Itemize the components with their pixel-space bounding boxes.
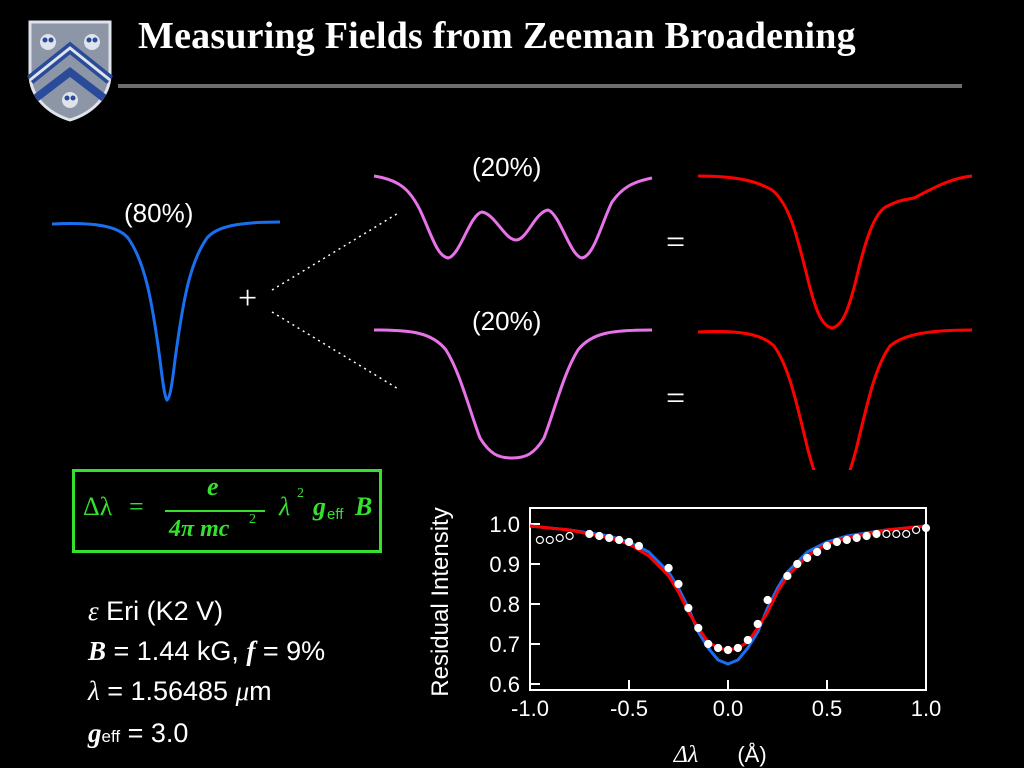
result-profile-bottom-curve — [697, 328, 973, 470]
param-g-value: = 3.0 — [120, 718, 189, 748]
split-top-label: (20%) — [472, 152, 542, 182]
y-tick-label: 0.9 — [489, 552, 520, 577]
main-component-label: (80%) — [124, 198, 194, 228]
data-point — [555, 533, 564, 543]
connector-line-bottom — [271, 311, 401, 391]
formula-lambda-exponent: 2 — [297, 486, 304, 501]
data-point — [813, 547, 822, 557]
param-wavelength: λ = 1.56485 μm — [88, 676, 272, 707]
x-tick-label: 1.0 — [911, 696, 942, 721]
formula-lambda: λ — [279, 492, 291, 521]
data-point — [803, 553, 812, 563]
param-g-symbol: g — [88, 718, 102, 748]
data-point — [674, 579, 683, 589]
profile-diagram — [51, 174, 973, 470]
data-point — [822, 541, 832, 551]
param-B-symbol: B — [88, 636, 107, 666]
data-point — [902, 529, 911, 539]
x-tick-label: 0.0 — [713, 696, 744, 721]
data-point — [624, 537, 634, 547]
data-point — [535, 535, 545, 545]
y-tick-label: 0.6 — [489, 672, 520, 697]
data-point — [565, 531, 574, 541]
data-point — [842, 535, 851, 545]
data-point — [595, 531, 604, 541]
data-point — [832, 537, 841, 547]
x-tick-label: -0.5 — [610, 696, 648, 721]
param-lambda-value: = 1.56485 — [99, 676, 236, 706]
split-bottom-label: (20%) — [472, 306, 542, 336]
data-point — [714, 643, 723, 653]
param-f-value: = 9% — [255, 636, 326, 666]
title-underline — [118, 84, 962, 88]
formula-denominator-exponent: 2 — [249, 512, 256, 527]
university-shield-logo — [26, 20, 114, 122]
data-point — [912, 525, 921, 535]
data-point — [723, 645, 733, 655]
plus-sign: + — [238, 280, 258, 317]
param-star-text: Eri (K2 V) — [98, 596, 224, 626]
data-point — [634, 541, 643, 551]
series-line-0 — [529, 524, 927, 666]
slide-title: Measuring Fields from Zeeman Broadening — [138, 15, 856, 57]
data-point — [684, 603, 693, 613]
data-point — [753, 619, 762, 629]
param-lambda-symbol: λ — [88, 676, 100, 706]
data-point — [852, 533, 861, 543]
data-point — [545, 535, 554, 545]
data-point — [862, 531, 871, 541]
param-star-symbol: ε — [88, 596, 99, 626]
data-point — [664, 563, 673, 573]
data-point — [793, 559, 802, 569]
split-profile-bottom-curve — [373, 328, 653, 460]
data-point — [743, 635, 752, 645]
data-point — [921, 523, 931, 533]
data-point — [882, 529, 891, 539]
x-tick-label: 0.5 — [812, 696, 843, 721]
x-tick-label: -1.0 — [511, 696, 549, 721]
param-star: ε Eri (K2 V) — [88, 596, 223, 627]
data-point — [694, 623, 703, 633]
data-point — [783, 571, 792, 581]
connector-line-top — [271, 211, 401, 291]
formula-equals: = — [129, 492, 144, 521]
data-point — [615, 535, 624, 545]
data-point — [872, 529, 881, 539]
chart-xlabel-symbol: Δλ — [673, 742, 698, 768]
param-lambda-unit: m — [249, 676, 272, 706]
param-g-factor: geff = 3.0 — [88, 718, 188, 749]
data-point — [892, 529, 901, 539]
y-tick-label: 0.8 — [489, 592, 520, 617]
param-B-value: = 1.44 kG, — [106, 636, 247, 666]
param-field: B = 1.44 kG, f = 9% — [88, 636, 325, 667]
result-profile-top-curve — [697, 174, 973, 330]
data-point — [733, 643, 742, 653]
param-micro-symbol: μ — [235, 676, 250, 706]
formula-B: B — [355, 492, 373, 521]
main-profile-curve — [51, 220, 281, 402]
split-profile-top-curve — [373, 174, 653, 260]
formula-delta-lambda: Δλ — [83, 492, 113, 521]
residual-intensity-chart: 1.0 0.9 0.8 0.7 0.6-1.0 -0.5 0.0 0.5 1.0 Residua… — [427, 507, 942, 768]
formula-g-subscript: eff — [327, 506, 344, 523]
formula-numerator: e — [207, 472, 219, 501]
y-tick-label: 1.0 — [489, 512, 520, 537]
zeeman-formula-box: Δλ = e 4π mc 2 λ 2 g eff B — [72, 469, 382, 553]
data-point — [704, 639, 713, 649]
formula-denominator: 4π mc — [169, 516, 230, 542]
data-point — [585, 529, 594, 539]
equals-sign-bottom: = — [666, 380, 686, 417]
equals-sign-top: = — [666, 224, 686, 261]
chart-xlabel-unit: (Å) — [737, 742, 766, 767]
data-point — [763, 595, 772, 605]
data-point — [605, 533, 614, 543]
param-f-symbol: f — [246, 636, 256, 666]
formula-fraction-bar — [165, 510, 265, 512]
y-tick-label: 0.7 — [489, 632, 520, 657]
param-g-subscript: eff — [101, 727, 121, 746]
formula-g: g — [313, 492, 326, 521]
chart-ylabel: Residual Intensity — [427, 507, 454, 696]
